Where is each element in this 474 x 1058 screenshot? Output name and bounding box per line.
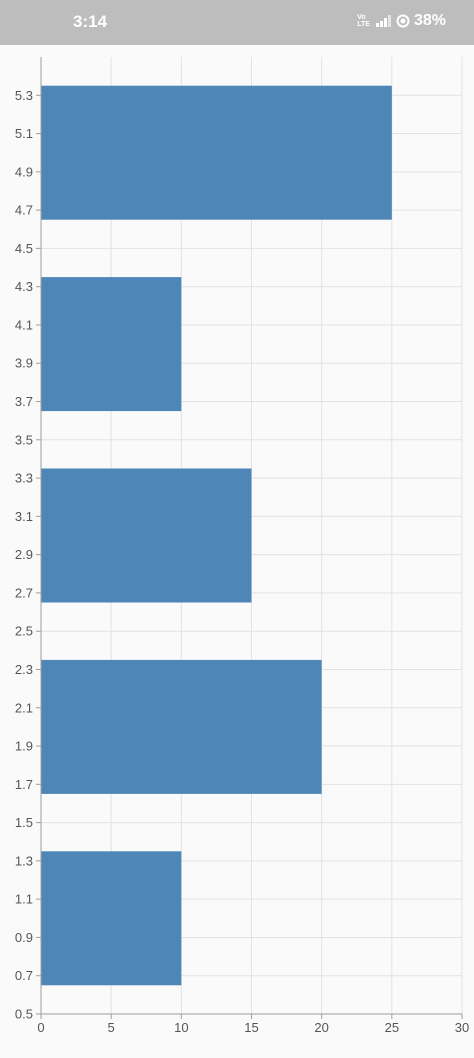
y-tick-label: 3.3	[15, 471, 33, 486]
y-tick-label: 1.5	[15, 815, 33, 830]
axes	[36, 57, 463, 1019]
y-tick-label: 5.1	[15, 126, 33, 141]
y-tick-label: 2.1	[15, 700, 33, 715]
status-bar: 3:14 Vo LTE 38%	[0, 0, 474, 45]
y-tick-label: 1.7	[15, 777, 33, 792]
y-tick-label: 0.7	[15, 968, 33, 983]
y-tick-label: 3.9	[15, 356, 33, 371]
x-tick-label: 15	[244, 1020, 258, 1035]
y-tick-label: 1.1	[15, 892, 33, 907]
bar-3	[41, 468, 252, 603]
y-tick-label: 2.5	[15, 624, 33, 639]
status-time: 3:14	[73, 12, 108, 31]
y-tick-label: 4.5	[15, 241, 33, 256]
bar-2	[41, 659, 322, 794]
y-tick-label: 4.3	[15, 279, 33, 294]
bar-chart: 0.5 0.7 0.9 1.1 1.3 1.5 1.7 1.9 2.1 2.3 2.5 2.7 2.9 3…	[15, 57, 469, 1035]
x-tick-label: 5	[108, 1020, 115, 1035]
x-tick-label: 20	[314, 1020, 328, 1035]
y-tick-label: 2.7	[15, 585, 33, 600]
x-tick-labels: 0 5 10 15 20 25 30	[37, 1020, 469, 1035]
bar-4	[41, 277, 182, 412]
y-tick-label: 0.5	[15, 1007, 33, 1022]
battery-level: 38%	[413, 12, 446, 29]
x-tick-label: 0	[37, 1020, 44, 1035]
y-tick-label: 3.1	[15, 509, 33, 524]
y-tick-label: 4.7	[15, 203, 33, 218]
y-tick-label: 4.9	[15, 164, 33, 179]
chart-area: 0.5 0.7 0.9 1.1 1.3 1.5 1.7 1.9 2.1 2.3 2.5 2.7 2.9 3…	[0, 45, 474, 1053]
y-tick-label: 1.3	[15, 853, 33, 868]
signal-icon	[375, 15, 391, 27]
bars	[41, 85, 392, 986]
y-tick-label: 4.1	[15, 317, 33, 332]
x-tick-label: 25	[385, 1020, 399, 1035]
y-tick-label: 0.9	[15, 930, 33, 945]
y-tick-label: 2.9	[15, 547, 33, 562]
y-tick-label: 5.3	[15, 88, 33, 103]
bar-1	[41, 851, 182, 986]
bar-5	[41, 85, 392, 220]
battery-saver-icon	[396, 14, 410, 28]
y-tick-labels: 0.5 0.7 0.9 1.1 1.3 1.5 1.7 1.9 2.1 2.3 2.5 2.7 2.9 3…	[15, 88, 33, 1022]
y-tick-label: 2.3	[15, 662, 33, 677]
x-tick-label: 30	[455, 1020, 469, 1035]
volte-bottom-label: LTE	[357, 21, 370, 28]
x-tick-label: 10	[174, 1020, 188, 1035]
y-tick-label: 3.5	[15, 432, 33, 447]
y-tick-label: 1.9	[15, 739, 33, 754]
status-icons: Vo LTE 38%	[357, 12, 446, 30]
y-tick-label: 3.7	[15, 394, 33, 409]
volte-top-label: Vo	[357, 14, 366, 21]
volte-icon: Vo LTE	[357, 14, 370, 28]
